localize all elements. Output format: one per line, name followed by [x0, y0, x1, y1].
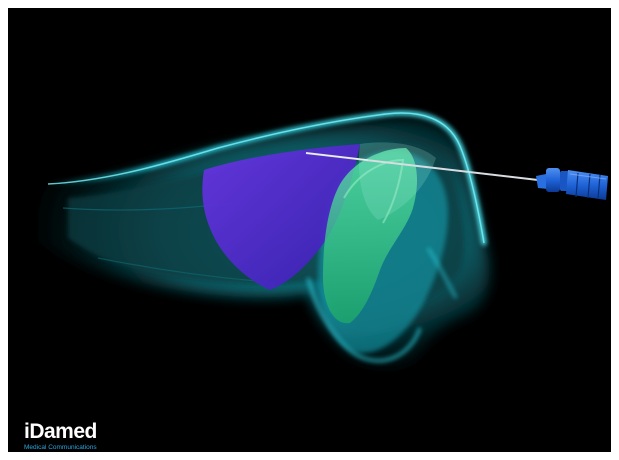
- logo-tagline: Medical Communications: [24, 444, 97, 451]
- purple-filler-region: [202, 144, 360, 290]
- green-filler-region: [323, 148, 418, 324]
- columella-contour: [306, 277, 422, 363]
- syringe-hub: [536, 168, 608, 200]
- logo-wordmark: iDamed: [24, 420, 97, 443]
- illustration-frame: iDamed Medical Communications: [8, 8, 611, 452]
- nose-filler-illustration: [38, 110, 608, 367]
